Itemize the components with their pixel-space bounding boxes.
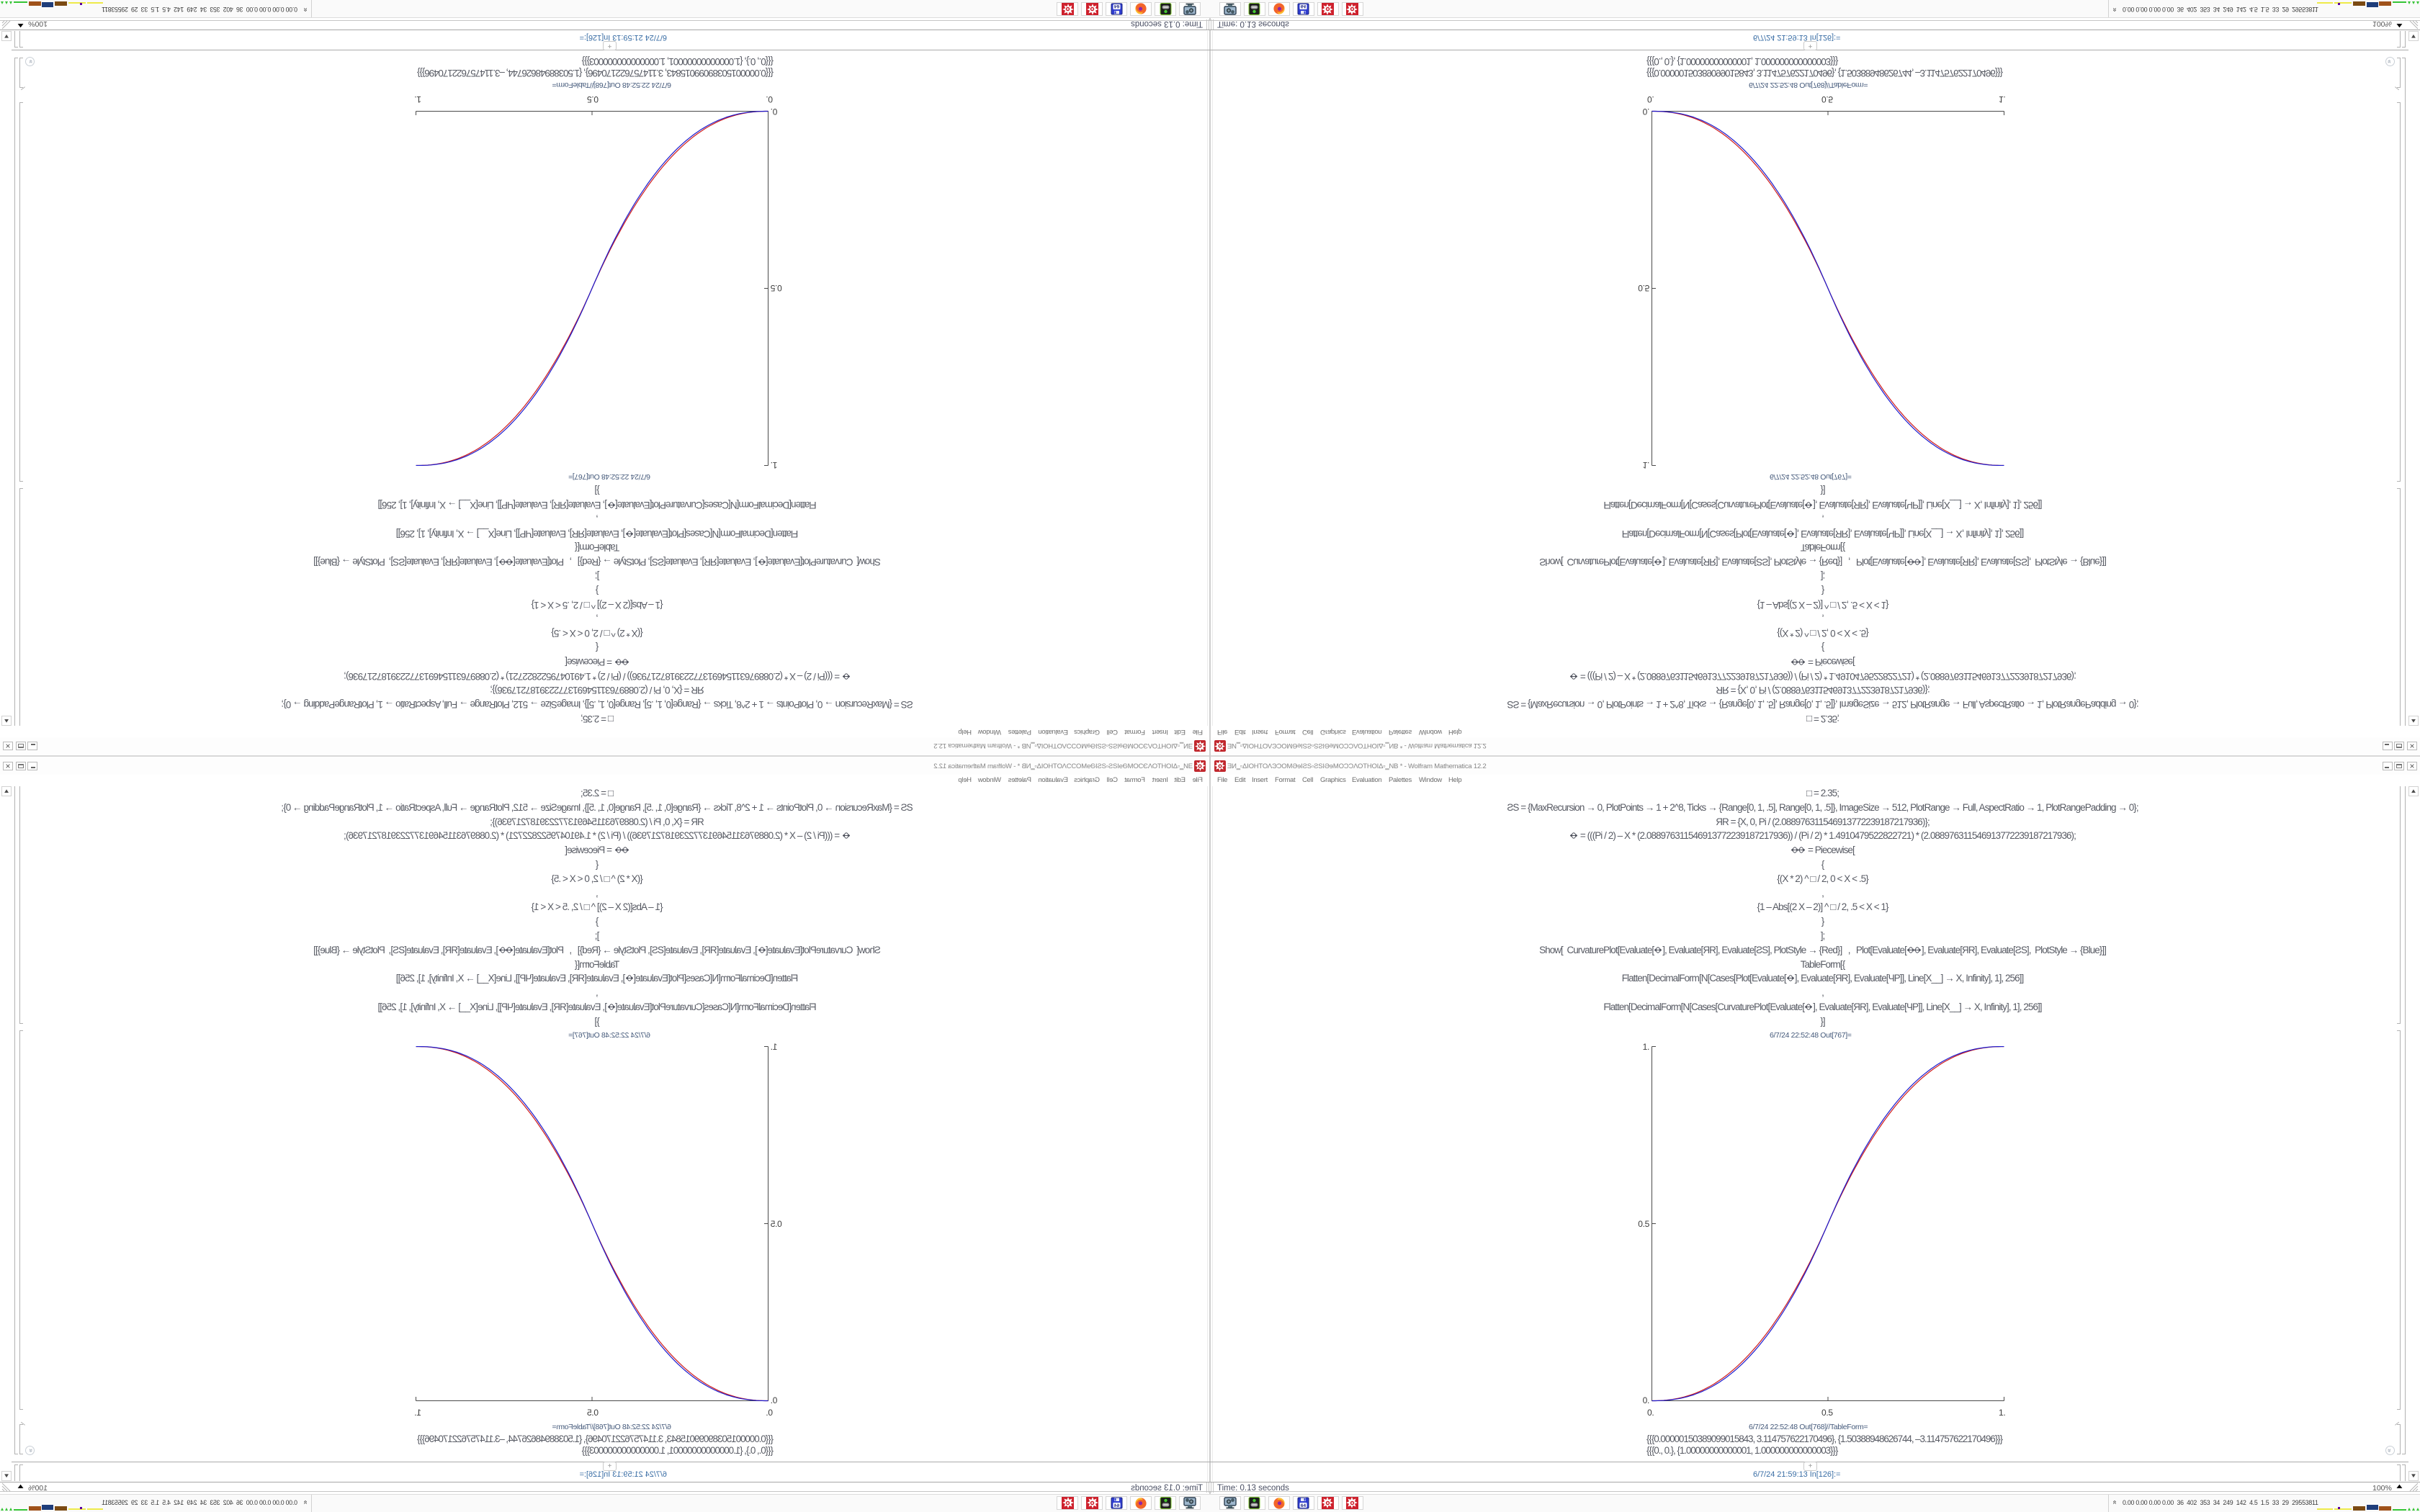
svg-text:64: 64 — [1301, 4, 1307, 9]
svg-text:64: 64 — [1114, 4, 1120, 9]
svg-text:64: 64 — [1301, 1503, 1307, 1508]
svg-text:64: 64 — [1114, 1503, 1120, 1508]
